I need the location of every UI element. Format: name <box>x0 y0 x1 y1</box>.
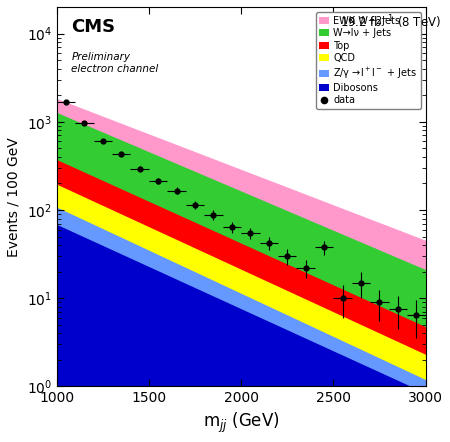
Text: 19.2 fb$^{-1}$ (8 TeV): 19.2 fb$^{-1}$ (8 TeV) <box>340 13 441 31</box>
Legend: EWK W+2Jets, W→lν + Jets, Top, QCD, Z/γ →l$^+$l$^-$ + Jets, Dibosons, data: EWK W+2Jets, W→lν + Jets, Top, QCD, Z/γ … <box>315 12 421 109</box>
X-axis label: m$_{jj}$ (GeV): m$_{jj}$ (GeV) <box>203 411 279 435</box>
Text: Preliminary
electron channel: Preliminary electron channel <box>72 53 159 74</box>
Y-axis label: Events / 100 GeV: Events / 100 GeV <box>7 137 21 256</box>
Text: CMS: CMS <box>72 18 116 36</box>
